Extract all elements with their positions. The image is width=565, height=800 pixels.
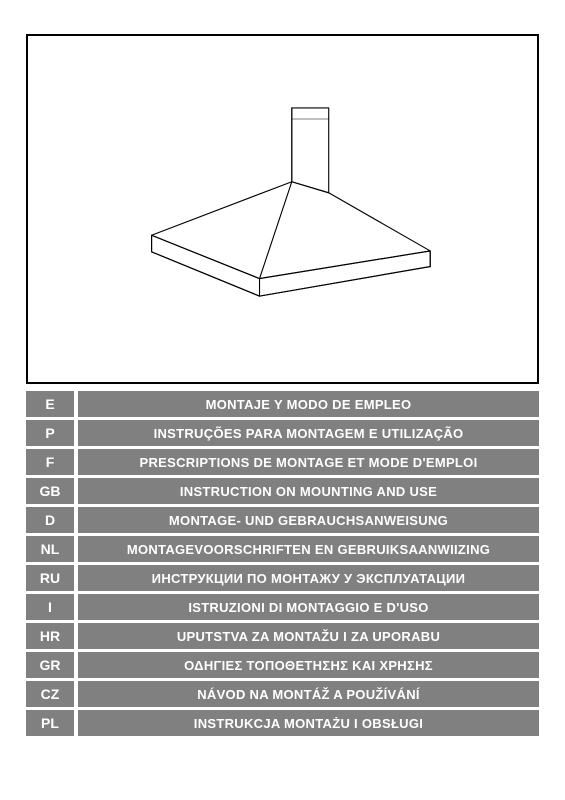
lang-title: ИНСТРУКЦИИ ПО МОНТАЖУ У ЭКСПЛУАТАЦИИ [78,565,539,591]
lang-title: MONTAGEVOORSCHRIFTEN EN GEBRUIKSAANWIIZI… [78,536,539,562]
lang-code: GR [26,652,74,678]
lang-code: I [26,594,74,620]
table-row: PL INSTRUKCJA MONTAŻU I OBSŁUGI [26,710,539,736]
lang-title: INSTRUKCJA MONTAŻU I OBSŁUGI [78,710,539,736]
lang-code: D [26,507,74,533]
range-hood-illustration [79,71,486,348]
lang-code: F [26,449,74,475]
lang-code: PL [26,710,74,736]
table-row: GR ΟΔΗΓΙΕΣ ΤΟΠΟΘΕΤΗΣΗΣ ΚΑΙ ΧΡΗΣΗΣ [26,652,539,678]
table-row: D MONTAGE- UND GEBRAUCHSANWEISUNG [26,507,539,533]
lang-title: ΟΔΗΓΙΕΣ ΤΟΠΟΘΕΤΗΣΗΣ ΚΑΙ ΧΡΗΣΗΣ [78,652,539,678]
table-row: F PRESCRIPTIONS DE MONTAGE ET MODE D'EMP… [26,449,539,475]
table-row: P INSTRUÇÕES PARA MONTAGEM E UTILIZAÇÃO [26,420,539,446]
lang-title: INSTRUÇÕES PARA MONTAGEM E UTILIZAÇÃO [78,420,539,446]
illustration-frame [26,34,539,384]
lang-code: HR [26,623,74,649]
lang-code: CZ [26,681,74,707]
table-row: GB INSTRUCTION ON MOUNTING AND USE [26,478,539,504]
lang-title: NÁVOD NA MONTÁŽ A POUŽÍVÁNÍ [78,681,539,707]
lang-title: MONTAGE- UND GEBRAUCHSANWEISUNG [78,507,539,533]
lang-title: INSTRUCTION ON MOUNTING AND USE [78,478,539,504]
language-table: E MONTAJE Y MODO DE EMPLEO P INSTRUÇÕES … [26,391,539,736]
lang-code: RU [26,565,74,591]
lang-code: P [26,420,74,446]
table-row: E MONTAJE Y MODO DE EMPLEO [26,391,539,417]
lang-title: MONTAJE Y MODO DE EMPLEO [78,391,539,417]
table-row: RU ИНСТРУКЦИИ ПО МОНТАЖУ У ЭКСПЛУАТАЦИИ [26,565,539,591]
table-row: NL MONTAGEVOORSCHRIFTEN EN GEBRUIKSAANWI… [26,536,539,562]
table-row: HR UPUTSTVA ZA MONTAŽU I ZA UPORABU [26,623,539,649]
lang-code: GB [26,478,74,504]
lang-title: UPUTSTVA ZA MONTAŽU I ZA UPORABU [78,623,539,649]
table-row: CZ NÁVOD NA MONTÁŽ A POUŽÍVÁNÍ [26,681,539,707]
lang-title: PRESCRIPTIONS DE MONTAGE ET MODE D'EMPLO… [78,449,539,475]
table-row: I ISTRUZIONI DI MONTAGGIO E D'USO [26,594,539,620]
lang-code: E [26,391,74,417]
lang-title: ISTRUZIONI DI MONTAGGIO E D'USO [78,594,539,620]
lang-code: NL [26,536,74,562]
